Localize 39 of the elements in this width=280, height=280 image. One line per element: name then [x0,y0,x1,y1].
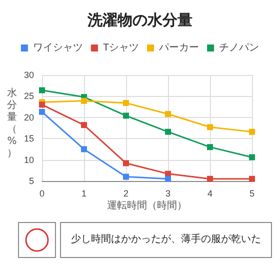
point [39,102,45,108]
legend-label: パーカー [158,42,200,54]
point [123,112,129,119]
point [39,87,45,94]
legend-label: Tシャツ [102,42,140,54]
y-tick-label: 5 [28,176,34,186]
point [81,98,87,104]
x-tick-label: 4 [207,188,213,198]
x-tick-label: 2 [123,188,129,198]
point [249,176,255,182]
y-tick-label: 25 [24,91,34,102]
point [207,124,213,130]
point [249,154,255,160]
text: 少し時間はかかったが、薄手の服が乾いた [60,222,272,258]
point [39,108,45,115]
point [81,122,87,128]
x-tick-label: 0 [39,188,45,198]
x-tick-label: 1 [81,188,87,198]
x-axis-title: 運転時間（時間） [107,200,187,212]
legend-label: ワイシャツ [32,42,83,54]
y-tick-label: 30 [24,70,34,80]
point [165,128,171,135]
y-tick-label: 10 [24,154,34,165]
x-tick-label: 3 [165,188,171,198]
y-tick-label: 20 [24,112,34,122]
y-tick-label: 15 [24,134,34,144]
x-tick-label: 5 [249,188,255,198]
point [207,176,213,182]
point [81,146,87,152]
point [123,100,129,106]
point [123,160,129,166]
point [123,174,129,180]
legend-label: チノパン [219,42,260,54]
point [249,128,255,135]
point [165,111,171,118]
point [207,144,213,150]
point [165,176,171,182]
y-axis-title: 水分量（%） [6,88,18,160]
chart-title: 洗濯物の水分量 [86,12,192,29]
